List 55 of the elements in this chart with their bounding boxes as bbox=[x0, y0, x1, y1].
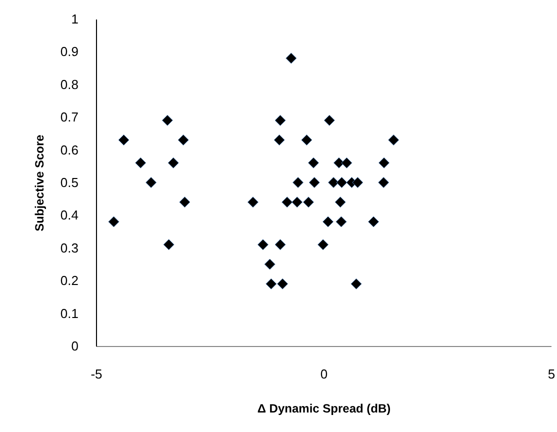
y-tick-label: 1 bbox=[71, 12, 78, 26]
point bbox=[178, 134, 189, 146]
point bbox=[333, 157, 344, 168]
point bbox=[257, 239, 268, 250]
point bbox=[301, 134, 312, 146]
point bbox=[135, 157, 146, 168]
y-tick-label: 0.1 bbox=[60, 306, 78, 321]
point bbox=[302, 196, 314, 208]
point bbox=[334, 196, 346, 208]
y-tick-label: 0.3 bbox=[60, 240, 78, 256]
point bbox=[378, 157, 390, 168]
point bbox=[341, 157, 352, 168]
y-tick-label: 0.5 bbox=[60, 175, 78, 190]
x-tick-label: 0 bbox=[320, 366, 328, 382]
point bbox=[308, 157, 319, 168]
point bbox=[146, 177, 157, 188]
point bbox=[118, 134, 130, 146]
x-axis-title: Δ Dynamic Spread (dB) bbox=[257, 402, 391, 416]
point bbox=[336, 216, 347, 228]
point bbox=[274, 239, 286, 250]
point bbox=[352, 177, 364, 188]
x-tick-label: -5 bbox=[90, 366, 102, 382]
point bbox=[322, 216, 334, 228]
point bbox=[168, 157, 179, 168]
point bbox=[324, 114, 335, 126]
point bbox=[336, 177, 348, 188]
point bbox=[308, 177, 320, 188]
y-tick-label: 0 bbox=[71, 338, 78, 354]
point bbox=[292, 196, 303, 208]
point bbox=[266, 278, 277, 290]
y-tick-label: 0.6 bbox=[60, 142, 78, 158]
y-tick-label: 0.8 bbox=[60, 76, 78, 92]
point bbox=[318, 239, 329, 250]
y-tick-label: 0.9 bbox=[60, 44, 78, 60]
point bbox=[108, 216, 120, 228]
point bbox=[282, 196, 293, 208]
x-tick-label: 5 bbox=[548, 366, 556, 382]
point bbox=[286, 52, 297, 64]
point bbox=[247, 196, 258, 208]
point bbox=[179, 196, 190, 208]
point bbox=[292, 177, 304, 188]
point bbox=[163, 239, 174, 250]
point bbox=[277, 278, 288, 290]
point bbox=[368, 216, 380, 228]
point bbox=[162, 114, 173, 126]
point bbox=[274, 134, 285, 146]
y-axis-title: Subjective Score bbox=[32, 134, 46, 232]
y-tick-label: 0.2 bbox=[60, 273, 78, 288]
y-tick-label: 0.7 bbox=[60, 110, 78, 125]
point bbox=[388, 134, 400, 146]
point bbox=[264, 258, 276, 270]
point bbox=[274, 114, 286, 126]
point bbox=[378, 177, 390, 188]
point bbox=[350, 278, 362, 290]
y-tick-label: 0.4 bbox=[60, 208, 78, 223]
